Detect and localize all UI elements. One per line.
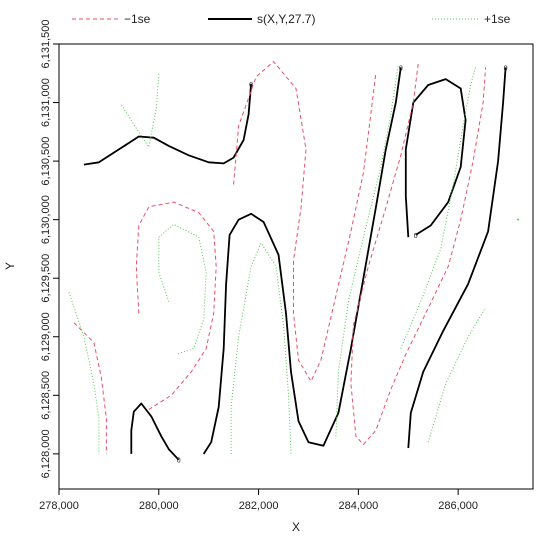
contour-line-solid [404, 78, 467, 238]
contour-line-solid [407, 67, 507, 449]
legend-label-minus-se: −1se [124, 12, 151, 26]
contour-line-solid [202, 67, 402, 455]
y-tick-label: 6,131,000 [40, 78, 52, 127]
x-axis: 278,000 280,000 282,000 284,000 286,000 [39, 489, 478, 512]
contour-line-dashed [233, 61, 377, 382]
contour-line-dotted [400, 67, 477, 349]
x-tick-label: 286,000 [438, 500, 478, 512]
x-tick-label: 278,000 [39, 500, 79, 512]
contour-level-label: 0 [414, 233, 418, 240]
x-axis-title: X [292, 520, 300, 534]
y-axis: 6,128,000 6,128,500 6,129,000 6,129,500 6,13… [40, 20, 59, 478]
contour-line-dashed [73, 322, 107, 454]
y-tick-label: 6,130,500 [40, 137, 52, 186]
contour-line-solid [83, 83, 252, 166]
contour-line-solid [130, 402, 180, 461]
y-tick-label: 6,129,000 [40, 312, 52, 361]
plot-area [58, 43, 534, 490]
contour-line-dotted [427, 307, 487, 443]
y-tick-label: 6,128,500 [40, 371, 52, 420]
contour-level-label: 0 [399, 65, 403, 72]
legend-label-estimate: s(X,Y,27.7) [257, 12, 315, 26]
x-tick-label: 280,000 [139, 500, 179, 512]
contour-line-dashed [135, 201, 217, 410]
y-axis-title: Y [3, 262, 17, 270]
contour-line-dotted [335, 65, 399, 437]
contour-line-dotted [158, 223, 207, 355]
contour-lines: 0 0 0 0 0 [68, 61, 520, 465]
y-tick-label: 6,128,000 [40, 429, 52, 478]
contour-dot-dotted [517, 218, 520, 221]
contour-level-label: 0 [504, 65, 508, 72]
x-tick-label: 284,000 [338, 500, 378, 512]
y-tick-label: 6,130,000 [40, 195, 52, 244]
contour-level-label: 0 [177, 458, 181, 465]
contour-line-dashed [350, 63, 487, 445]
y-tick-label: 6,131,500 [40, 20, 52, 69]
legend: −1se s(X,Y,27.7) +1se [72, 12, 511, 26]
x-tick-label: 282,000 [239, 500, 279, 512]
contour-level-label: 0 [249, 82, 253, 89]
contour-line-dotted [120, 74, 160, 148]
legend-label-plus-se: +1se [484, 12, 511, 26]
y-tick-label: 6,129,500 [40, 254, 52, 303]
contour-line-dotted [68, 292, 100, 454]
contour-line-dotted [230, 242, 292, 454]
